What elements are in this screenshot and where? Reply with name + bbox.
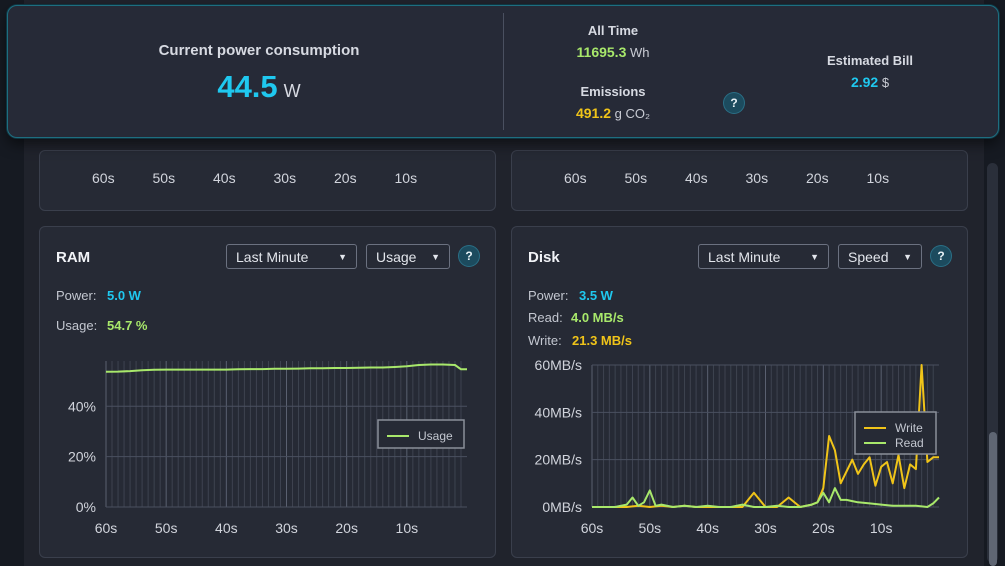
- x-tick-label: 60s: [564, 170, 587, 186]
- ram-mode-select[interactable]: Usage ▼: [366, 244, 450, 269]
- x-tick-label: 60s: [95, 520, 118, 536]
- y-tick-label: 20MB/s: [535, 452, 582, 468]
- ram-help-button[interactable]: ?: [459, 246, 479, 266]
- x-tick-label: 60s: [581, 520, 604, 536]
- emissions-unit: g CO₂: [614, 106, 651, 121]
- x-tick-label: 20s: [812, 520, 835, 536]
- y-tick-label: 40MB/s: [535, 404, 582, 420]
- disk-help-button[interactable]: ?: [931, 246, 951, 266]
- x-tick-label: 30s: [754, 520, 777, 536]
- x-tick-label: 10s: [870, 520, 893, 536]
- series-line-usage: [105, 363, 467, 373]
- current-power-value: 44.5 W: [8, 69, 510, 105]
- x-tick-label: 50s: [624, 170, 648, 186]
- ram-power-label: Power:: [56, 288, 97, 303]
- all-time-unit: Wh: [629, 45, 650, 60]
- legend-label: Write: [895, 421, 923, 435]
- legend-label: Usage: [418, 429, 453, 443]
- legend-box: [377, 419, 465, 449]
- x-tick-label: 20s: [334, 170, 357, 186]
- disk-range-select[interactable]: Last Minute ▼: [698, 244, 829, 269]
- ram-mode-select-value: Usage: [376, 249, 417, 265]
- scrollbar-track-inner[interactable]: [987, 163, 998, 563]
- disk-title: Disk: [528, 249, 560, 266]
- chevron-down-icon: ▼: [810, 252, 819, 262]
- top-right-panel: [511, 150, 968, 211]
- y-tick-label: 0%: [76, 499, 96, 515]
- disk-write-label: Write:: [528, 333, 562, 348]
- x-tick-label: 30s: [275, 520, 298, 536]
- current-power-unit: W: [283, 81, 301, 101]
- all-time-number: 11695.3: [576, 44, 627, 60]
- ram-title: RAM: [56, 249, 91, 266]
- estimated-bill-number: 2.92: [850, 74, 879, 90]
- disk-write-value: 21.3 MB/s: [572, 333, 632, 348]
- ram-range-select[interactable]: Last Minute ▼: [226, 244, 357, 269]
- ram-range-select-value: Last Minute: [236, 249, 309, 265]
- x-tick-label: 30s: [745, 170, 769, 186]
- emissions-number: 491.2: [575, 105, 612, 121]
- ram-usage-value: 54.7 %: [107, 318, 148, 333]
- legend-box: [854, 411, 937, 455]
- disk-power-label: Power:: [528, 288, 569, 303]
- x-tick-label: 40s: [696, 520, 719, 536]
- x-tick-label: 40s: [213, 170, 236, 186]
- emissions-label: Emissions: [580, 84, 646, 99]
- disk-mode-select-value: Speed: [848, 249, 889, 265]
- summary-help-button[interactable]: ?: [724, 93, 744, 113]
- x-tick-label: 50s: [155, 520, 178, 536]
- x-tick-label: 40s: [685, 170, 708, 186]
- ram-panel: RAM Last Minute ▼ Usage ▼ ? Power: 5.0 W…: [39, 226, 496, 558]
- disk-panel: Disk Last Minute ▼ Speed ▼ ? Power: 3.5 …: [511, 226, 968, 558]
- x-tick-label: 20s: [806, 170, 829, 186]
- disk-mode-select[interactable]: Speed ▼: [838, 244, 922, 269]
- chevron-down-icon: ▼: [903, 252, 912, 262]
- y-tick-label: 60MB/s: [535, 357, 582, 373]
- x-tick-label: 40s: [215, 520, 238, 536]
- all-time-label: All Time: [587, 23, 639, 38]
- x-tick-label: 20s: [335, 520, 358, 536]
- estimated-bill-value: 2.92 $: [808, 74, 932, 90]
- scrollbar-thumb[interactable]: [989, 432, 997, 566]
- disk-power-value: 3.5 W: [579, 288, 613, 303]
- y-tick-label: 0MB/s: [542, 499, 582, 515]
- x-tick-label: 50s: [152, 170, 176, 186]
- x-tick-label: 10s: [866, 170, 890, 186]
- card-divider: [503, 13, 504, 130]
- y-tick-label: 20%: [68, 449, 96, 465]
- current-power-number: 44.5: [217, 69, 278, 104]
- power-summary-card: Current power consumption 44.5 W All Time…: [7, 5, 999, 138]
- x-tick-label: 10s: [394, 170, 418, 186]
- current-power-title: Current power consumption: [158, 42, 360, 59]
- series-line-read: [592, 487, 940, 508]
- chart-legend: Usage: [377, 419, 465, 449]
- estimated-bill-unit: $: [881, 75, 890, 90]
- emissions-value: 491.2 g CO₂: [533, 105, 693, 121]
- ram-usage-label: Usage:: [56, 318, 98, 333]
- all-time-value: 11695.3 Wh: [533, 44, 693, 60]
- chevron-down-icon: ▼: [431, 252, 440, 262]
- top-left-panel: [39, 150, 496, 211]
- estimated-bill-label: Estimated Bill: [827, 53, 913, 68]
- disk-read-label: Read:: [528, 310, 563, 325]
- x-tick-label: 60s: [92, 170, 115, 186]
- x-tick-label: 30s: [273, 170, 297, 186]
- x-tick-label: 10s: [396, 520, 419, 536]
- disk-range-select-value: Last Minute: [708, 249, 781, 265]
- chevron-down-icon: ▼: [338, 252, 347, 262]
- x-tick-label: 50s: [639, 520, 662, 536]
- ram-power-value: 5.0 W: [107, 288, 141, 303]
- legend-label: Read: [895, 436, 924, 450]
- y-tick-label: 40%: [68, 398, 96, 414]
- disk-read-value: 4.0 MB/s: [571, 310, 624, 325]
